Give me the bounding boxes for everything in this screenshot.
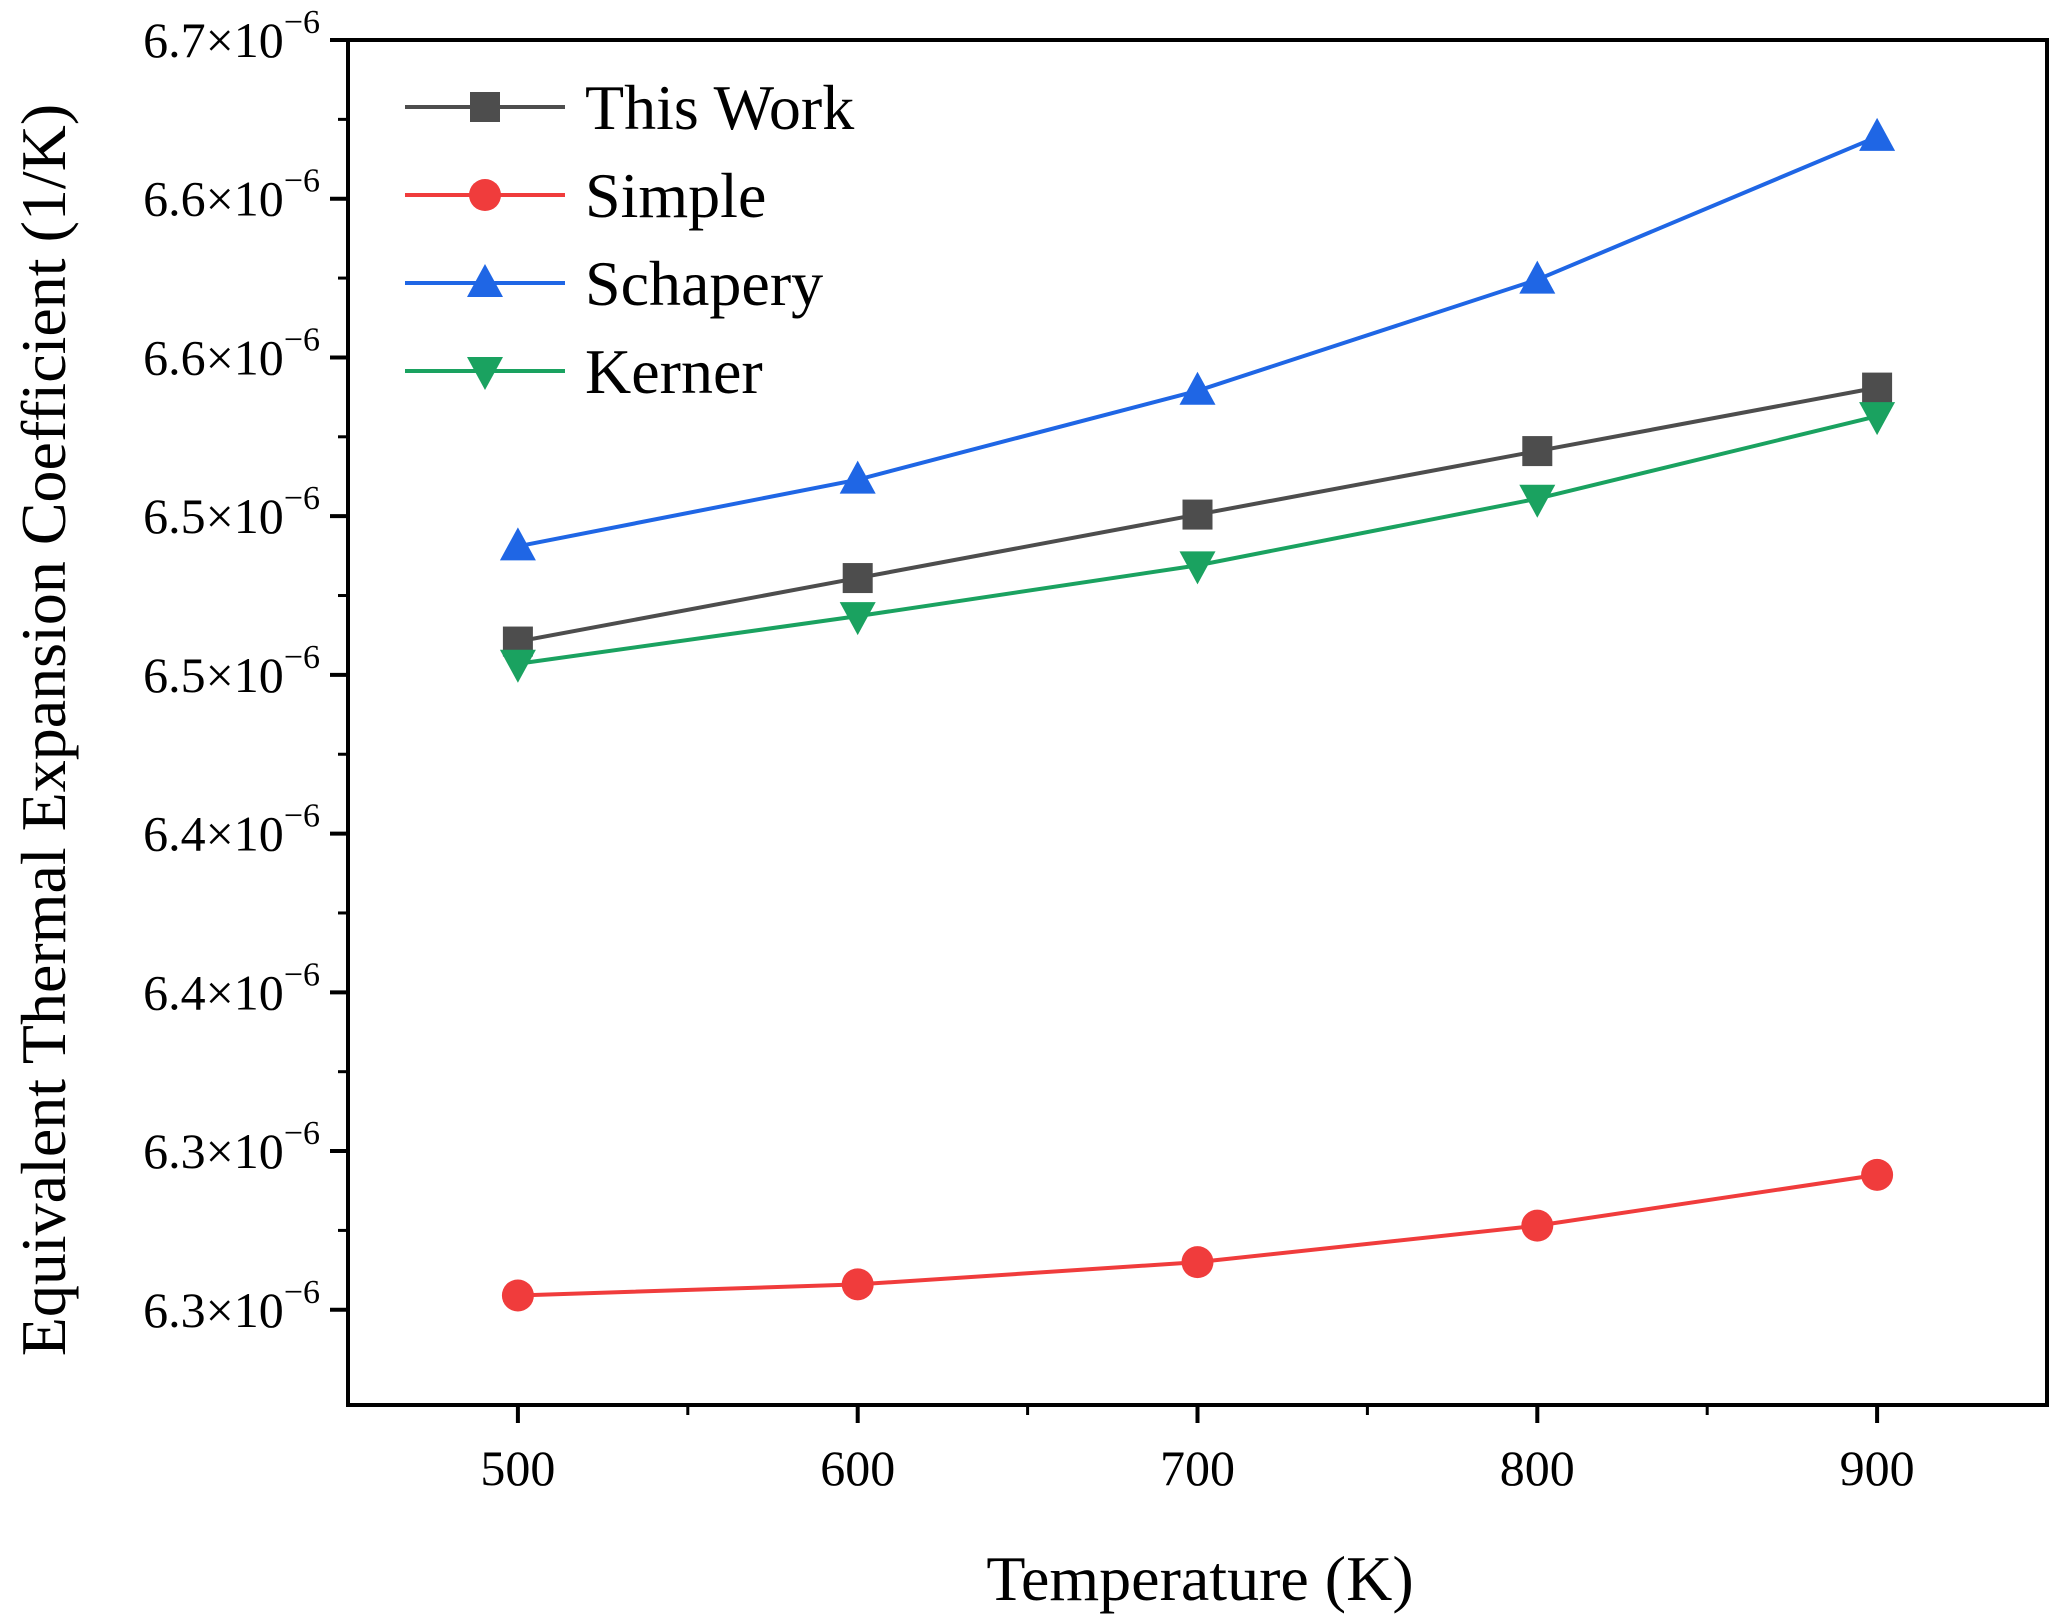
x-tick-label: 700 <box>1160 1440 1235 1496</box>
legend: This Work Simple Schapery Kerner <box>405 72 854 407</box>
y-axis-title: Equivalent Thermal Expansion Coefficient… <box>8 104 79 1356</box>
x-tick-label: 500 <box>480 1440 555 1496</box>
data-point-this-work <box>1522 436 1553 467</box>
data-point-schapery <box>839 460 876 494</box>
data-point-schapery <box>1519 260 1556 294</box>
y-tick-label: 6.7×10−6 <box>143 4 320 68</box>
y-tick-label: 6.3×10−6 <box>143 1115 320 1179</box>
data-point-kerner <box>1859 402 1896 436</box>
y-tick-label: 6.5×10−6 <box>143 480 320 544</box>
legend-marker <box>467 264 503 297</box>
x-tick-label: 900 <box>1840 1440 1915 1496</box>
legend-label: Simple <box>585 160 766 231</box>
legend-marker <box>467 357 503 390</box>
data-point-simple <box>1521 1209 1554 1242</box>
series-kerner <box>499 402 1896 683</box>
legend-item-simple: Simple <box>405 160 766 231</box>
data-point-simple <box>1181 1246 1214 1279</box>
legend-label: Kerner <box>585 336 763 407</box>
y-tick-label: 6.6×10−6 <box>143 163 320 227</box>
series-simple <box>501 1158 1894 1312</box>
y-tick-label: 6.3×10−6 <box>143 1274 320 1338</box>
data-point-kerner <box>1179 551 1216 585</box>
x-tick-label: 800 <box>1500 1440 1575 1496</box>
legend-label: This Work <box>585 72 854 143</box>
legend-label: Schapery <box>585 248 823 319</box>
data-point-schapery <box>1859 117 1896 151</box>
data-point-simple <box>1861 1158 1894 1191</box>
legend-item-this-work: This Work <box>405 72 854 143</box>
data-point-simple <box>501 1279 534 1312</box>
data-point-kerner <box>839 602 876 636</box>
legend-item-schapery: Schapery <box>405 248 823 319</box>
series-layer <box>499 117 1896 1312</box>
y-tick-label: 6.4×10−6 <box>143 956 320 1020</box>
y-tick-label: 6.6×10−6 <box>143 321 320 385</box>
data-point-kerner <box>499 649 536 683</box>
data-point-schapery <box>499 527 536 561</box>
series-line-kerner <box>517 414 1878 666</box>
data-point-kerner <box>1519 484 1556 518</box>
data-point-simple <box>841 1268 874 1301</box>
data-point-this-work <box>842 563 873 594</box>
x-tick-label: 600 <box>820 1440 895 1496</box>
data-point-schapery <box>1179 371 1216 405</box>
legend-marker <box>469 179 501 211</box>
legend-item-kerner: Kerner <box>405 336 763 407</box>
axes-frame <box>346 38 2049 1407</box>
x-axis-title: Temperature (K) <box>986 1543 1413 1614</box>
data-point-this-work <box>1182 499 1213 530</box>
y-axis-ticks: 6.3×10−6 6.3×10−6 6.4×10−6 6.4×10−6 6.5×10−6… <box>143 4 348 1338</box>
y-tick-label: 6.5×10−6 <box>143 639 320 703</box>
series-this-work <box>502 372 1893 657</box>
legend-marker <box>470 92 500 122</box>
data-point-this-work <box>1862 372 1893 403</box>
y-tick-label: 6.4×10−6 <box>143 798 320 862</box>
series-schapery <box>499 117 1896 561</box>
plot-frame <box>346 38 2049 1407</box>
x-axis-ticks: 500 600 700 800 900 <box>480 1405 1915 1496</box>
